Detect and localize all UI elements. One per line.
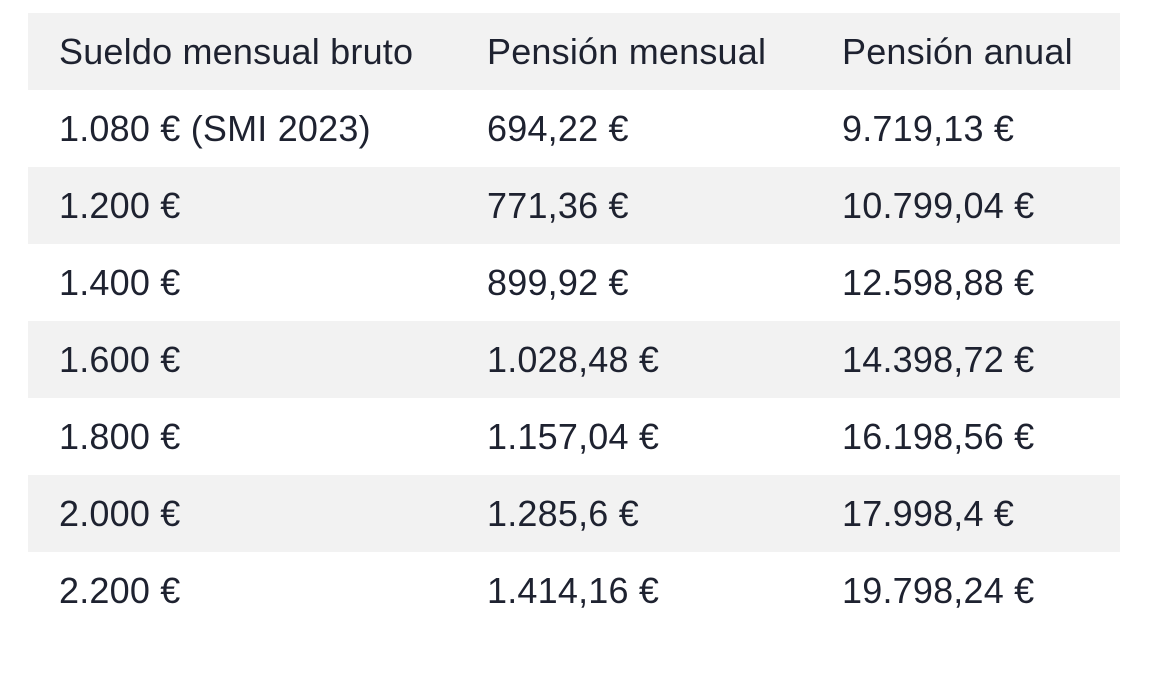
cell-sueldo: 1.600 € (59, 338, 181, 380)
cell-pension-mensual: 1.028,48 € (487, 338, 660, 380)
pension-table: Sueldo mensual bruto Pensión mensual Pen… (28, 13, 1120, 629)
header-sueldo-mensual-bruto: Sueldo mensual bruto (59, 30, 414, 72)
table-row: 1.600 € 1.028,48 € 14.398,72 € (28, 321, 1120, 398)
cell-pension-mensual: 771,36 € (487, 184, 629, 226)
cell-sueldo: 1.200 € (59, 184, 181, 226)
cell-pension-anual: 19.798,24 € (842, 569, 1035, 611)
cell-sueldo: 2.200 € (59, 569, 181, 611)
cell-sueldo: 1.800 € (59, 415, 181, 457)
table-row: 1.200 € 771,36 € 10.799,04 € (28, 167, 1120, 244)
header-pension-mensual: Pensión mensual (487, 30, 767, 72)
cell-sueldo: 1.400 € (59, 261, 181, 303)
cell-sueldo: 1.080 € (SMI 2023) (59, 107, 371, 149)
cell-pension-anual: 12.598,88 € (842, 261, 1035, 303)
cell-pension-mensual: 1.414,16 € (487, 569, 660, 611)
cell-pension-anual: 9.719,13 € (842, 107, 1015, 149)
table-row: 1.800 € 1.157,04 € 16.198,56 € (28, 398, 1120, 475)
cell-pension-anual: 16.198,56 € (842, 415, 1035, 457)
cell-pension-mensual: 899,92 € (487, 261, 629, 303)
table-row: 1.400 € 899,92 € 12.598,88 € (28, 244, 1120, 321)
pension-table-container: Sueldo mensual bruto Pensión mensual Pen… (28, 13, 1120, 629)
cell-pension-anual: 14.398,72 € (842, 338, 1035, 380)
cell-pension-anual: 10.799,04 € (842, 184, 1035, 226)
table-row: 2.200 € 1.414,16 € 19.798,24 € (28, 552, 1120, 629)
cell-sueldo: 2.000 € (59, 492, 181, 534)
table-row: 2.000 € 1.285,6 € 17.998,4 € (28, 475, 1120, 552)
cell-pension-mensual: 1.157,04 € (487, 415, 660, 457)
table-header-row: Sueldo mensual bruto Pensión mensual Pen… (28, 13, 1120, 90)
cell-pension-anual: 17.998,4 € (842, 492, 1015, 534)
cell-pension-mensual: 694,22 € (487, 107, 629, 149)
header-pension-anual: Pensión anual (842, 30, 1073, 72)
table-row: 1.080 € (SMI 2023) 694,22 € 9.719,13 € (28, 90, 1120, 167)
cell-pension-mensual: 1.285,6 € (487, 492, 639, 534)
